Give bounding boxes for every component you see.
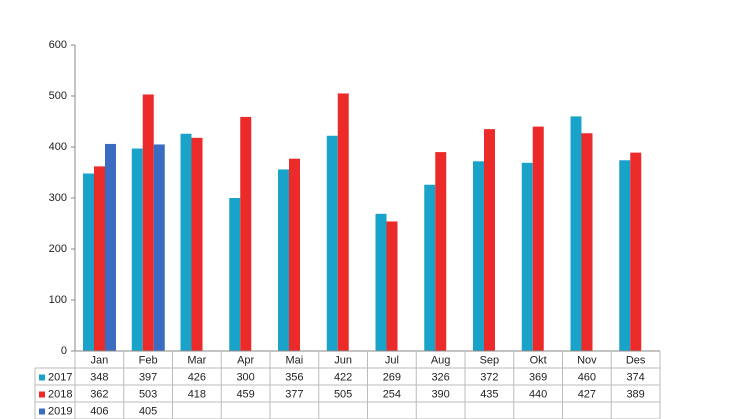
bar [326,135,338,351]
table-cell: 300 [236,371,254,383]
table-cell: 422 [334,371,352,383]
table-cell: 372 [480,371,498,383]
bar [142,94,154,351]
table-cell: 418 [188,388,206,400]
legend-key [39,408,45,415]
table-cell: 356 [285,371,303,383]
table-cell: 369 [529,371,547,383]
table-cell: 405 [139,405,157,417]
bar [424,184,436,351]
bar [105,143,116,351]
bar [619,160,631,351]
table-cell: 406 [90,405,108,417]
x-tick-label: Jul [385,354,399,366]
bar [83,173,94,351]
y-tick-label: 600 [49,39,67,51]
x-tick-label: Jun [334,354,352,366]
bar [484,129,495,351]
bar [435,152,447,351]
table-cell: 503 [139,388,157,400]
legend-label: 2019 [48,405,72,417]
x-tick-label: Nov [577,354,597,366]
table-cell: 254 [383,388,401,400]
bar [532,126,544,351]
table-cell: 374 [626,371,644,383]
legend-label: 2018 [48,388,72,400]
bar [131,148,143,351]
y-tick-label: 200 [49,243,67,255]
x-tick-label: Okt [530,354,547,366]
bar [386,221,398,351]
table-cell: 427 [578,388,596,400]
table-cell: 269 [383,371,401,383]
x-tick-label: Mar [187,354,206,366]
x-tick-label: Aug [431,354,451,366]
bar [289,158,300,351]
table-cell: 377 [285,388,303,400]
bar [240,116,252,351]
y-tick-label: 300 [49,192,67,204]
table-cell: 426 [188,371,206,383]
bar [473,161,484,351]
legend-key [39,374,45,381]
table-cell: 390 [431,388,449,400]
y-tick-label: 0 [61,345,67,357]
bar [630,152,642,351]
x-tick-label: Mai [286,354,304,366]
bar [337,93,349,351]
bar [191,137,203,351]
x-tick-label: Jan [91,354,109,366]
bar [278,169,289,351]
bar [153,144,165,351]
x-tick-label: Des [626,354,646,366]
bar [94,166,105,351]
table-cell: 362 [90,388,108,400]
bar [521,162,533,351]
x-tick-label: Feb [139,354,158,366]
x-tick-label: Apr [237,354,254,366]
legend-key [39,391,45,398]
table-cell: 397 [139,371,157,383]
table-cell: 435 [480,388,498,400]
table-cell: 440 [529,388,547,400]
bar [375,213,387,351]
legend-label: 2017 [48,371,72,383]
table-cell: 460 [578,371,596,383]
table-cell: 389 [626,388,644,400]
bar [180,133,192,351]
bar [570,116,582,352]
table-cell: 348 [90,371,108,383]
bar [229,198,241,351]
table-cell: 326 [431,371,449,383]
table-cell: 505 [334,388,352,400]
y-tick-label: 400 [49,141,67,153]
y-tick-label: 100 [49,294,67,306]
y-tick-label: 500 [49,90,67,102]
x-tick-label: Sep [480,354,500,366]
bar [581,133,593,351]
table-cell: 459 [236,388,254,400]
